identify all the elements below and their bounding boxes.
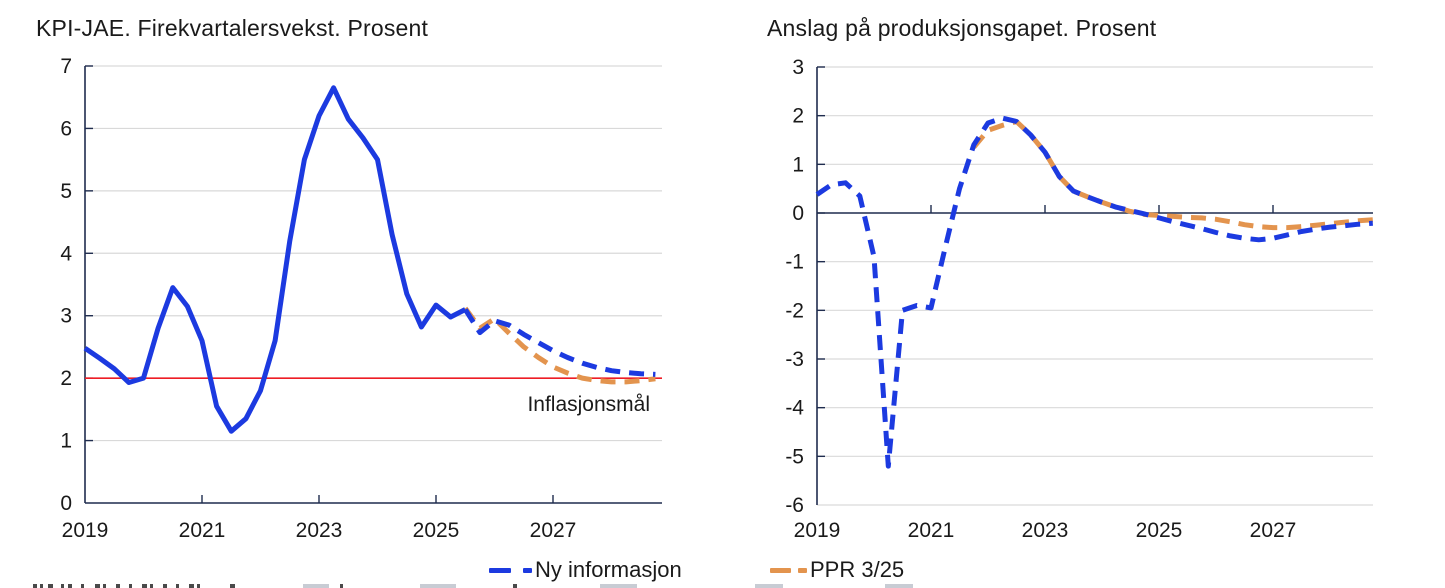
y-tick-label: 3 [792,56,804,79]
clipped-text-fragment [48,584,53,588]
right-chart-title: Anslag på produksjonsgapet. Prosent [767,15,1157,41]
legend-item-ppr-325: PPR 3/25 [770,557,910,583]
x-tick-label: 2025 [413,519,460,542]
clipped-text-fragment [129,584,132,588]
dashed-line-swatch-orange [798,568,807,573]
clipped-text-fragment [513,584,517,588]
y-tick-label: -3 [785,348,804,371]
series-line-ny-informasjon-solid [83,85,467,434]
clipped-text-fragment [189,584,194,588]
x-tick-label: 2025 [1136,519,1183,542]
y-tick-label: -2 [785,299,804,322]
x-tick-label: 2019 [62,519,109,542]
series-line-ppr-3-25 [463,306,656,385]
x-tick-label: 2023 [1022,519,1069,542]
legend-item-ny-informasjon: Ny informasjon [489,557,699,583]
x-tick-label: 2023 [296,519,343,542]
clipped-text-fragment [95,584,100,588]
y-tick-label: -5 [785,445,804,468]
clipped-text-fragment [303,584,329,588]
clipped-text-fragment [197,584,200,588]
y-tick-label: 1 [792,153,804,176]
clipped-text-fragment [150,584,153,588]
series-line-ny-informasjon [815,115,1373,469]
clipped-text-fragment [755,584,783,588]
y-tick-label: 6 [60,117,72,140]
legend-label: Ny informasjon [535,557,682,582]
left-chart-title: KPI-JAE. Firekvartalersvekst. Prosent [36,15,429,41]
legend-label: PPR 3/25 [810,557,905,582]
x-tick-label: 2021 [908,519,955,542]
x-tick-label: 2027 [1250,519,1297,542]
clipped-text-fragment [420,584,456,588]
dashed-line-swatch-blue [523,568,532,573]
y-tick-label: 0 [792,202,804,225]
y-tick-label: 0 [60,492,72,515]
x-tick-label: 2019 [794,519,841,542]
clipped-text-fragment [230,584,235,588]
clipped-text-fragment [176,584,179,588]
y-tick-label: 5 [60,180,72,203]
clipped-text-fragment [40,584,43,588]
y-tick-label: 2 [792,105,804,128]
clipped-text-fragment [61,584,64,588]
y-tick-label: -1 [785,251,804,274]
y-tick-label: -6 [785,494,804,517]
clipped-text-fragment [68,584,72,588]
clipped-text-fragment [81,584,84,588]
clipped-text-fragment [600,584,637,588]
y-tick-label: -4 [785,397,804,420]
clipped-text-fragment [142,584,147,588]
y-tick-label: 1 [60,430,72,453]
series-line-ny-informasjon-dashed [463,308,656,377]
clipped-text-fragment [163,584,167,588]
clipped-text-fragment [885,584,913,588]
clipped-text-fragment [116,584,120,588]
x-tick-label: 2027 [530,519,577,542]
x-tick-label: 2021 [179,519,226,542]
y-tick-label: 7 [60,55,72,78]
y-tick-label: 2 [60,367,72,390]
clipped-text-fragment [33,584,37,588]
clipped-text-fragment [340,584,343,588]
clipped-text-fragment [103,584,106,588]
inflation-target-label: Inflasjonsmål [527,393,650,416]
dashed-line-swatch-orange [770,568,791,573]
dashed-line-swatch-blue [489,568,511,573]
y-tick-label: 3 [60,305,72,328]
y-tick-label: 4 [60,242,72,265]
